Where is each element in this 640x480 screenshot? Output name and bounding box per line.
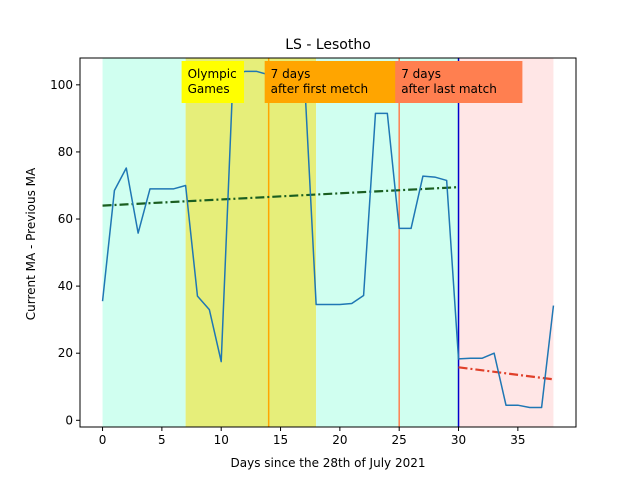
y-tick-label: 60 (58, 212, 73, 226)
annotation-text-0-0: Olympic (188, 67, 237, 81)
trend-lines (102, 186, 554, 381)
x-tick-label: 5 (158, 433, 166, 447)
annotation-text-2-1: after last match (401, 82, 497, 96)
shaded-region-1 (185, 58, 317, 427)
x-tick-label: 25 (392, 433, 407, 447)
data-series (101, 70, 555, 409)
x-axis-label: Days since the 28th of July 2021 (231, 456, 426, 470)
annotation-box-1 (264, 61, 400, 103)
x-tick-label: 10 (214, 433, 229, 447)
x-tick-label: 20 (332, 433, 347, 447)
annotation-text-1-1: after first metch (271, 82, 368, 96)
y-tick-label: 100 (50, 78, 73, 92)
x-tick-label: 30 (451, 433, 466, 447)
annotation-text-1-0: 7 days (271, 67, 311, 81)
x-tick-label: 15 (273, 433, 288, 447)
trend-line-0 (102, 186, 459, 207)
vertical-markers (267, 58, 460, 427)
y-tick-label: 80 (58, 145, 73, 159)
y-tick-label: 20 (58, 346, 73, 360)
x-axis-ticks: 0 5 10 15 20 25 30 35 (99, 427, 525, 447)
x-tick-label: 0 (99, 433, 107, 447)
y-axis-ticks: 0 20 40 60 80 100 (50, 78, 80, 427)
annotation-text-0-1: Games (188, 82, 230, 96)
trend-line-1 (458, 366, 554, 381)
y-tick-label: 40 (58, 279, 73, 293)
series-line-0 (101, 70, 555, 409)
annotation-text-2-0: 7 days (401, 67, 441, 81)
chart-title: LS - Lesotho (285, 37, 371, 53)
plot-frame (79, 57, 577, 428)
annotation-box-2 (395, 61, 523, 103)
shaded-regions (102, 58, 554, 427)
shaded-region-3 (458, 58, 554, 427)
y-axis-label: Current MA - Previous MA (24, 167, 38, 320)
annotation-box-0 (181, 61, 245, 103)
shaded-region-0 (102, 58, 186, 427)
y-tick-label: 0 (65, 413, 73, 427)
x-tick-label: 35 (510, 433, 525, 447)
